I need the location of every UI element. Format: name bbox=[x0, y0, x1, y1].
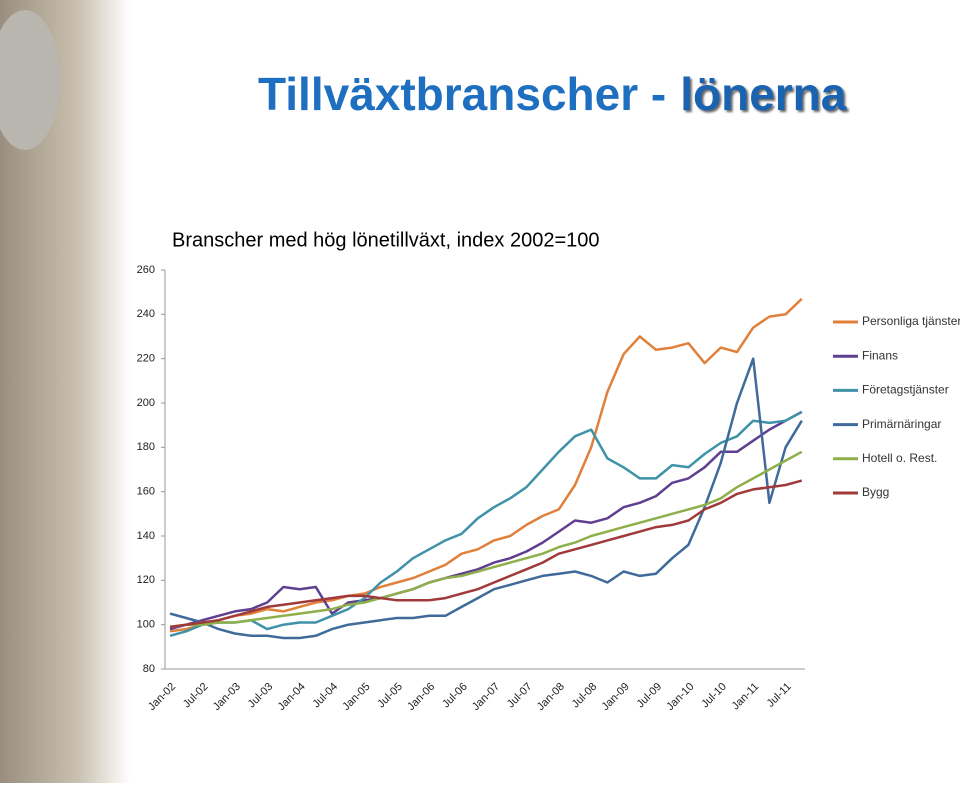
x-tick-label: Jan-08 bbox=[535, 681, 567, 713]
x-tick-label: Jul-03 bbox=[246, 681, 276, 711]
x-tick-label: Jul-08 bbox=[570, 681, 600, 711]
y-tick-label: 140 bbox=[137, 530, 155, 542]
x-tick-label: Jul-11 bbox=[765, 681, 794, 710]
x-tick-label: Jan-04 bbox=[276, 681, 308, 713]
series-line bbox=[169, 450, 803, 629]
series-line bbox=[169, 357, 803, 640]
x-tick-label: Jan-06 bbox=[405, 681, 437, 713]
title-text: Tillväxtbranscher - bbox=[258, 68, 666, 120]
legend-label: Personliga tjänster bbox=[862, 314, 960, 328]
x-tick-label: Jul-10 bbox=[699, 681, 729, 711]
x-tick-label: Jul-07 bbox=[505, 681, 535, 711]
y-tick-label: 160 bbox=[137, 486, 155, 498]
y-tick-label: 180 bbox=[137, 441, 155, 453]
x-tick-label: Jan-02 bbox=[146, 681, 178, 713]
x-tick-label: Jul-04 bbox=[310, 681, 340, 711]
title-highlight: lönerna bbox=[680, 68, 847, 120]
legend-label: Primärnäringar bbox=[862, 417, 941, 431]
x-tick-label: Jan-07 bbox=[470, 681, 502, 713]
y-tick-label: 220 bbox=[137, 353, 155, 365]
x-tick-label: Jul-05 bbox=[375, 681, 405, 711]
y-tick-label: 260 bbox=[137, 264, 155, 276]
y-tick-label: 200 bbox=[137, 397, 155, 409]
x-tick-label: Jan-05 bbox=[340, 681, 372, 713]
series-line bbox=[169, 479, 803, 629]
x-tick-label: Jul-09 bbox=[634, 681, 664, 711]
y-tick-label: 120 bbox=[137, 574, 155, 586]
x-tick-label: Jul-02 bbox=[181, 681, 211, 711]
series-line bbox=[169, 410, 803, 631]
series-line bbox=[169, 410, 803, 638]
y-tick-label: 100 bbox=[137, 619, 155, 631]
chart-title: Branscher med hög lönetillväxt, index 20… bbox=[172, 229, 600, 251]
y-tick-label: 80 bbox=[143, 663, 155, 675]
legend-label: Företagstjänster bbox=[862, 383, 949, 397]
x-tick-label: Jan-09 bbox=[600, 681, 632, 713]
x-tick-label: Jan-10 bbox=[664, 681, 696, 713]
legend-label: Hotell o. Rest. bbox=[862, 451, 937, 465]
x-tick-label: Jul-06 bbox=[440, 681, 470, 711]
legend-label: Finans bbox=[862, 348, 898, 362]
series-line bbox=[169, 297, 803, 633]
legend-label: Bygg bbox=[862, 485, 889, 499]
slide-title: Tillväxtbranscher - lönerna bbox=[258, 68, 847, 120]
x-tick-label: Jan-11 bbox=[730, 681, 762, 713]
background-stone bbox=[0, 10, 60, 150]
x-tick-label: Jan-03 bbox=[211, 681, 243, 713]
y-tick-label: 240 bbox=[137, 308, 155, 320]
